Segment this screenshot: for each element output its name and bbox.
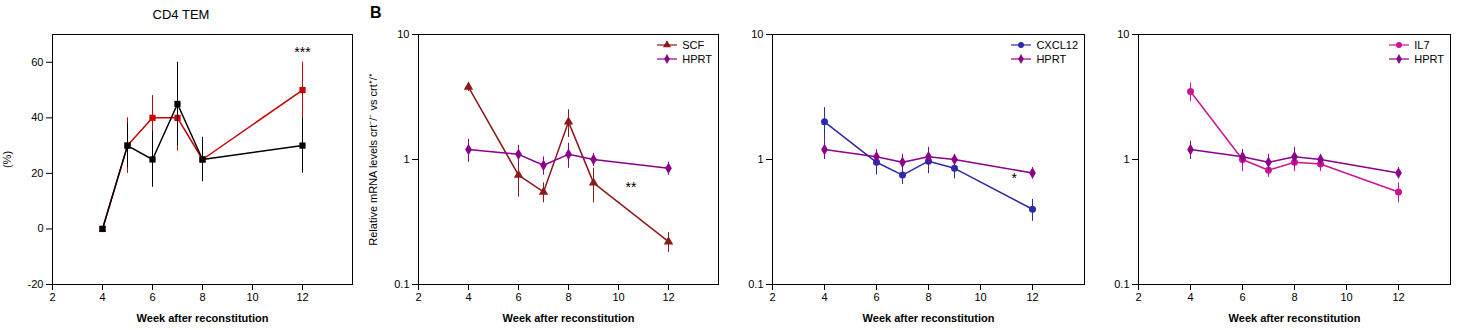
- svg-text:2: 2: [415, 291, 421, 303]
- svg-text:-20: -20: [28, 278, 44, 290]
- svg-text:0.1: 0.1: [394, 278, 409, 290]
- svg-text:40: 40: [31, 111, 43, 123]
- svg-text:0.1: 0.1: [748, 278, 763, 290]
- svg-text:10: 10: [397, 28, 409, 40]
- svg-text:10: 10: [246, 291, 258, 303]
- svg-text:60: 60: [31, 56, 43, 68]
- svg-text:4: 4: [99, 291, 105, 303]
- svg-text:4: 4: [821, 291, 827, 303]
- svg-text:10: 10: [1340, 291, 1352, 303]
- svg-text:1: 1: [1123, 153, 1129, 165]
- html-text:CXCL12: CXCL12: [1036, 39, 1078, 51]
- html-text:HPRT: HPRT: [682, 53, 712, 65]
- svg-text:10: 10: [1117, 28, 1129, 40]
- svg-text:6: 6: [515, 291, 521, 303]
- svg-text:6: 6: [149, 291, 155, 303]
- svg-text:12: 12: [1026, 291, 1038, 303]
- svg-text:0.1: 0.1: [1114, 278, 1129, 290]
- svg-text:Week after reconstitution: Week after reconstitution: [137, 312, 269, 324]
- svg-text:**: **: [626, 179, 637, 195]
- svg-text:6: 6: [1239, 291, 1245, 303]
- svg-text:0: 0: [37, 222, 43, 234]
- svg-text:10: 10: [974, 291, 986, 303]
- html-text:B: B: [370, 4, 382, 21]
- svg-text:6: 6: [873, 291, 879, 303]
- svg-text:(%): (%): [1, 151, 13, 168]
- svg-text:1: 1: [757, 153, 763, 165]
- html-text:CD4 TEM: CD4 TEM: [152, 7, 210, 22]
- html-text:SCF: SCF: [682, 39, 705, 51]
- svg-text:12: 12: [296, 291, 308, 303]
- svg-text:20: 20: [31, 167, 43, 179]
- html-text:HPRT: HPRT: [1414, 53, 1444, 65]
- svg-text:10: 10: [612, 291, 624, 303]
- svg-text:Week after reconstitution: Week after reconstitution: [1229, 312, 1361, 324]
- svg-text:8: 8: [199, 291, 205, 303]
- svg-text:Relative mRNA levels crt⁻/⁻ vs: Relative mRNA levels crt⁻/⁻ vs crt⁺/⁺: [367, 73, 379, 245]
- html-text:IL7: IL7: [1414, 39, 1430, 51]
- svg-text:4: 4: [465, 291, 471, 303]
- svg-text:2: 2: [49, 291, 55, 303]
- svg-text:12: 12: [1392, 291, 1404, 303]
- svg-text:12: 12: [662, 291, 674, 303]
- svg-text:2: 2: [769, 291, 775, 303]
- svg-text:8: 8: [565, 291, 571, 303]
- svg-text:2: 2: [1135, 291, 1141, 303]
- svg-text:Week after reconstitution: Week after reconstitution: [503, 312, 635, 324]
- svg-text:8: 8: [925, 291, 931, 303]
- svg-text:8: 8: [1291, 291, 1297, 303]
- svg-text:***: ***: [294, 44, 311, 60]
- svg-text:1: 1: [403, 153, 409, 165]
- svg-text:Week after reconstitution: Week after reconstitution: [863, 312, 995, 324]
- svg-text:10: 10: [751, 28, 763, 40]
- html-text:HPRT: HPRT: [1036, 53, 1067, 65]
- svg-text:4: 4: [1187, 291, 1193, 303]
- svg-text:*: *: [1012, 170, 1018, 186]
